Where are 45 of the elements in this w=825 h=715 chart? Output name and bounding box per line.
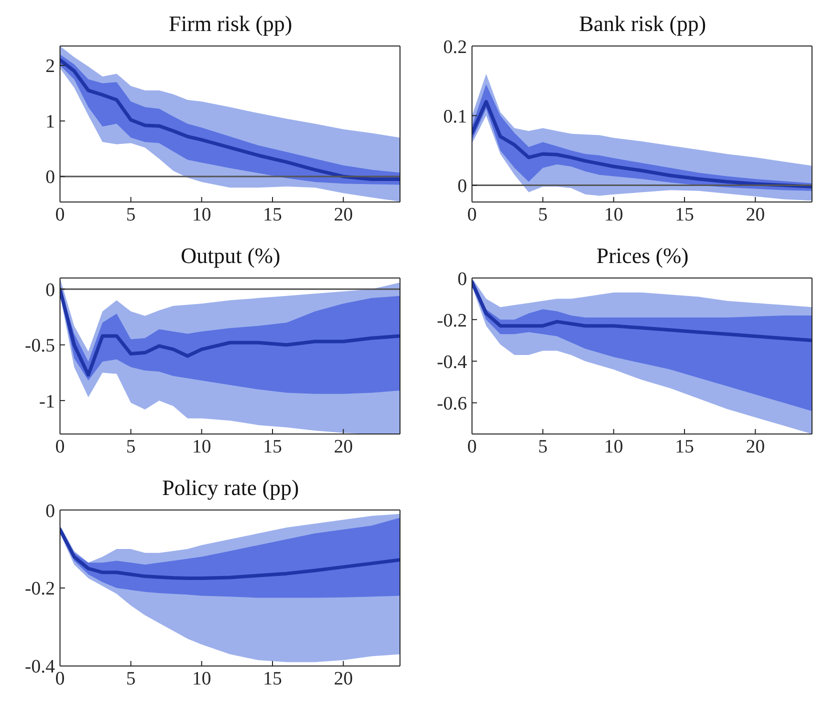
y-tick-label: 2 <box>46 56 55 78</box>
y-tick-label: 1 <box>46 112 55 133</box>
x-tick-label: 15 <box>263 204 282 226</box>
x-tick-label: 15 <box>263 436 282 458</box>
y-tick-label: -0.6 <box>436 394 467 415</box>
x-tick-label: 20 <box>746 436 765 458</box>
x-tick-label: 15 <box>263 668 282 690</box>
x-tick-label: 20 <box>334 204 353 226</box>
x-tick-label: 10 <box>192 668 212 690</box>
x-tick-label: 5 <box>538 436 548 458</box>
y-tick-label: -0.2 <box>436 310 467 332</box>
chart-title: Output (%) <box>180 242 282 270</box>
y-tick-label: 0.1 <box>443 106 467 128</box>
x-tick-label: 10 <box>604 204 624 226</box>
x-tick-label: 5 <box>126 436 136 458</box>
y-tick-label: 0 <box>458 268 467 290</box>
x-tick-label: 10 <box>192 204 212 226</box>
x-tick-label: 15 <box>675 204 694 226</box>
x-tick-label: 5 <box>126 668 136 690</box>
y-tick-label: -1 <box>39 391 55 412</box>
y-tick-label: 0 <box>458 176 467 198</box>
y-tick-label: 0.2 <box>443 36 467 58</box>
line-series <box>60 287 400 377</box>
x-tick-label: 10 <box>604 436 624 458</box>
x-tick-label: 10 <box>192 436 212 458</box>
chart-title: Bank risk (pp) <box>578 11 706 36</box>
y-tick-label: -0.4 <box>436 352 468 373</box>
chart-title: Firm risk (pp) <box>168 10 294 38</box>
line-series <box>472 280 812 342</box>
chart-title: Policy rate (pp) <box>162 475 299 500</box>
y-tick-label: 0 <box>46 500 55 522</box>
x-tick-label: 20 <box>334 668 353 690</box>
x-tick-label: 5 <box>126 204 136 226</box>
x-tick-label: 20 <box>334 436 353 458</box>
y-tick-label: 0 <box>46 280 55 301</box>
line-series <box>60 528 400 580</box>
y-tick-label: -0.2 <box>24 578 55 600</box>
y-tick-label: -0.5 <box>24 336 55 357</box>
chart-title: Prices (%) <box>596 243 689 268</box>
y-tick-label: 0 <box>46 167 55 188</box>
x-tick-label: 20 <box>746 204 765 226</box>
y-tick-label: -0.4 <box>24 656 56 678</box>
x-tick-label: 15 <box>675 436 694 458</box>
line-series <box>472 100 812 188</box>
x-tick-label: 5 <box>538 204 548 226</box>
